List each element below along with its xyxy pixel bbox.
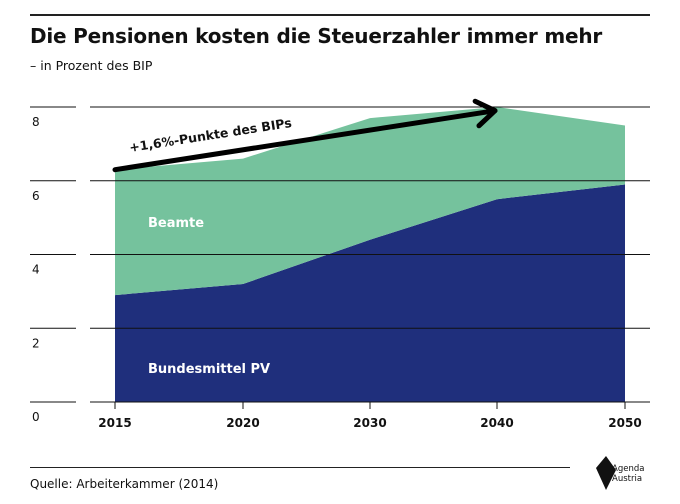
top-rule (30, 14, 650, 16)
chart-gridlines (30, 106, 650, 403)
x-tick-label: 2020 (226, 416, 259, 430)
chart-subtitle: – in Prozent des BIP (30, 58, 153, 73)
agenda-austria-logo-icon (596, 456, 616, 490)
chart-title: Die Pensionen kosten die Steuerzahler im… (30, 24, 603, 48)
series-label-beamte: Beamte (148, 216, 204, 231)
annotation-arrow-line (112, 108, 498, 173)
bottom-rule (30, 467, 570, 468)
chart-areas (115, 107, 625, 402)
y-tick-label: 4 (32, 263, 40, 277)
area-series-2 (115, 107, 625, 296)
x-tick-label: 2040 (480, 416, 513, 430)
logo-text: Agenda Austria (612, 464, 644, 484)
series-labels: Bundesmittel PV Beamte (148, 216, 270, 377)
y-axis-ticks: 0 2 4 6 8 (32, 115, 40, 424)
logo-line1: Agenda (612, 464, 645, 474)
annotation-text: +1,6%-Punkte des BIPs (128, 115, 293, 155)
x-tick-label: 2030 (353, 416, 386, 430)
y-tick-label: 0 (32, 410, 40, 424)
series-label-bundesmittel: Bundesmittel PV (148, 362, 270, 377)
y-tick-label: 2 (32, 336, 40, 350)
source-note: Quelle: Arbeiterkammer (2014) (30, 477, 219, 491)
area-series-1 (115, 184, 625, 402)
y-tick-label: 6 (32, 189, 40, 203)
logo-line2: Austria (612, 474, 643, 484)
x-axis-ticks: 2015 2020 2030 2040 2050 (98, 402, 642, 430)
y-tick-label: 8 (32, 115, 40, 129)
x-tick-label: 2050 (608, 416, 641, 430)
x-tick-label: 2015 (98, 416, 131, 430)
annotation-arrow-head (472, 98, 498, 129)
